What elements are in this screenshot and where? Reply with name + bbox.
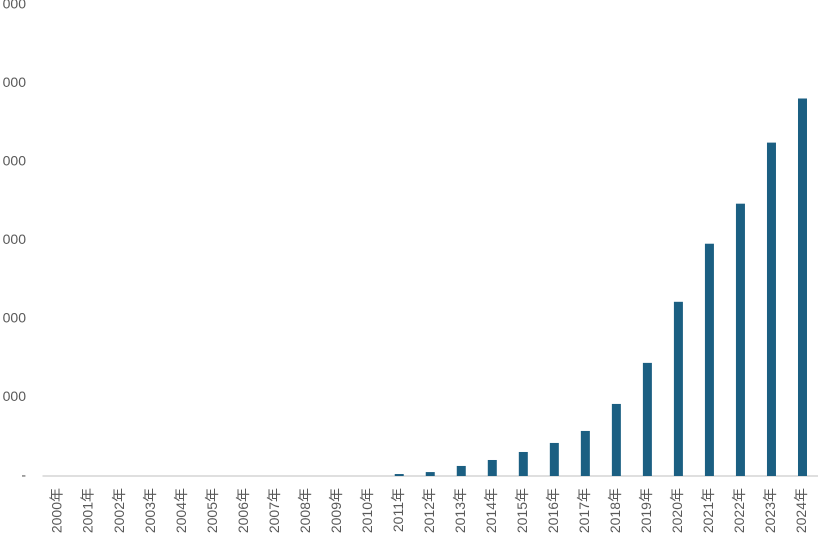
x-tick-label: 2009年 [328,488,344,533]
y-tick-label: 000 [3,310,27,326]
x-tick-label: 2014年 [483,488,499,533]
bar [394,474,404,476]
bar [456,465,466,476]
x-tick-label: 2019年 [638,488,654,533]
bar [735,203,745,476]
x-tick-label: 2010年 [359,488,375,533]
bar [580,430,590,476]
y-tick-label: 000 [3,231,27,247]
bar [642,362,652,476]
x-tick-label: 2013年 [452,488,468,533]
x-tick-label: 2006年 [235,488,251,533]
x-tick-label: 2003年 [142,488,158,533]
x-tick-label: 2023年 [762,488,778,533]
bar [797,98,807,476]
x-tick-label: 2022年 [731,488,747,533]
y-tick-label: 000 [3,388,27,404]
x-tick-label: 2008年 [297,488,313,533]
x-tick-label: 2018年 [607,488,623,533]
y-tick-label: 000 [3,153,27,169]
x-tick-label: 2012年 [421,488,437,533]
x-tick-label: 2016年 [545,488,561,533]
x-tick-label: 2002年 [111,488,127,533]
x-tick-label: 2011年 [390,488,406,532]
bar [704,243,714,476]
bar [487,459,497,476]
bar [549,442,559,476]
bar [611,403,621,476]
x-tick-label: 2024年 [793,488,809,533]
x-tick-label: 2007年 [266,488,282,533]
x-tick-label: 2021年 [700,488,716,533]
bar [518,451,528,476]
y-tick-label: - [21,467,26,483]
x-tick-label: 2001年 [80,488,96,533]
y-tick-label: 000 [3,0,27,12]
x-tick-label: 2000年 [49,488,65,533]
bar [673,301,683,476]
y-tick-label: 000 [3,74,27,90]
x-tick-label: 2005年 [204,488,220,533]
x-tick-label: 2015年 [514,488,530,533]
x-tick-label: 2004年 [173,488,189,533]
bar [766,142,776,476]
bar [425,472,435,476]
x-tick-label: 2020年 [669,488,685,533]
x-tick-label: 2017年 [576,488,592,533]
